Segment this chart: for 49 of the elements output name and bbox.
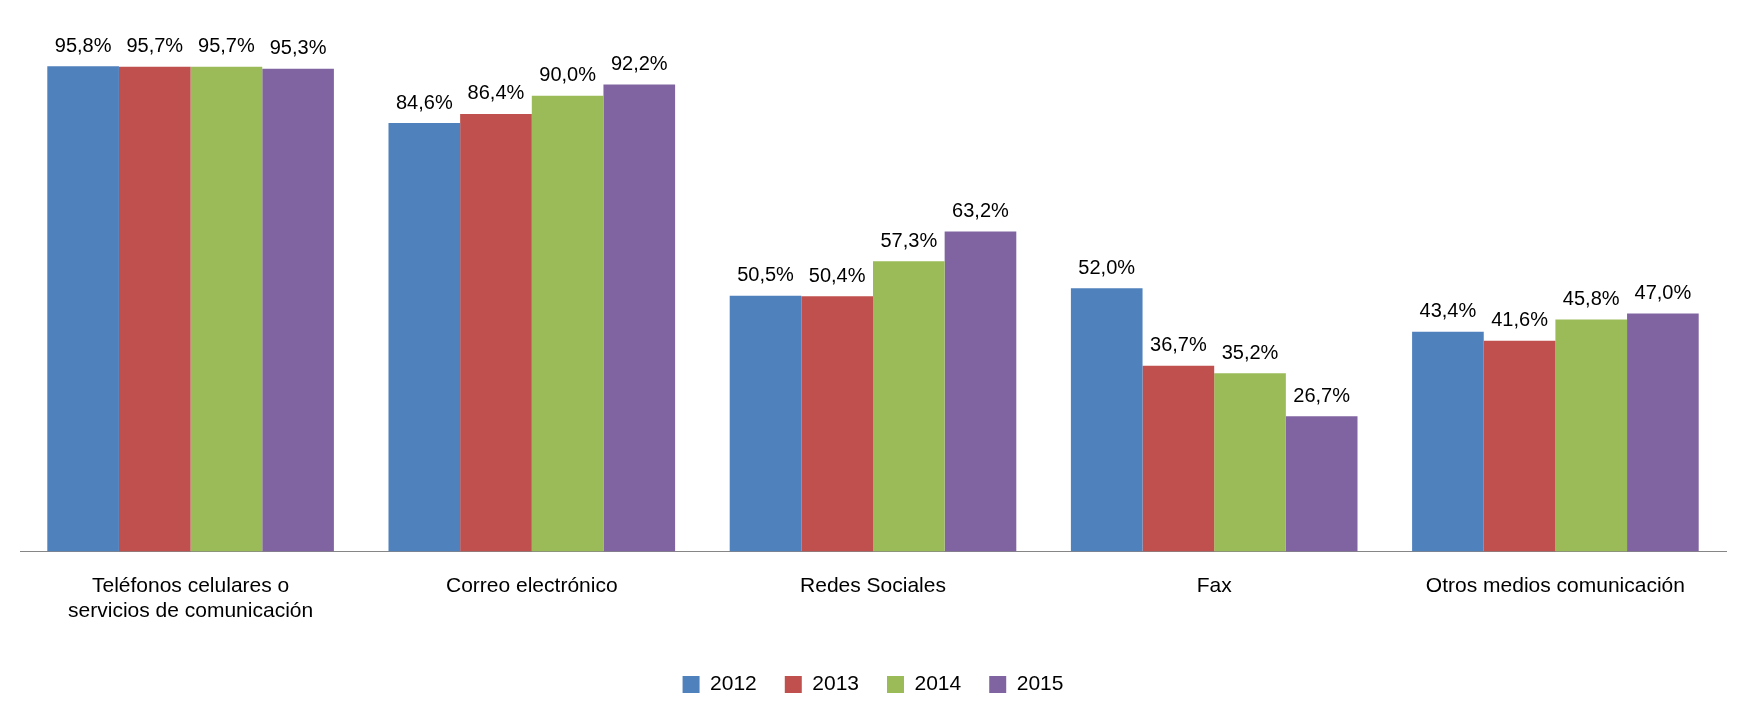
data-label: 43,4% bbox=[1419, 299, 1477, 322]
data-label: 50,5% bbox=[737, 263, 795, 286]
data-label: 84,6% bbox=[395, 90, 453, 113]
bar bbox=[1214, 373, 1286, 552]
bar bbox=[388, 123, 461, 552]
data-label: 95,7% bbox=[126, 34, 184, 57]
data-label: 90,0% bbox=[539, 63, 597, 86]
bar bbox=[1142, 365, 1215, 552]
bar bbox=[1412, 331, 1484, 552]
bar bbox=[1627, 313, 1699, 552]
x-tick-label: Redes Sociales bbox=[800, 573, 946, 596]
data-label: 26,7% bbox=[1293, 383, 1351, 406]
data-label: 35,2% bbox=[1221, 340, 1279, 363]
bar bbox=[460, 113, 532, 552]
bar bbox=[729, 295, 802, 552]
legend-label: 2012 bbox=[710, 671, 757, 695]
x-tick-label: Teléfonos celulares o servicios de comunicación bbox=[68, 573, 314, 622]
data-label: 95,7% bbox=[198, 34, 255, 57]
bar bbox=[118, 66, 191, 552]
data-label: 86,4% bbox=[467, 81, 525, 104]
legend-label: 2015 bbox=[1016, 671, 1064, 695]
bar bbox=[1285, 416, 1358, 552]
data-label: 47,0% bbox=[1634, 281, 1692, 304]
data-label: 50,4% bbox=[808, 263, 866, 286]
legend-label: 2013 bbox=[812, 671, 859, 695]
data-label: 36,7% bbox=[1150, 333, 1207, 356]
data-label: 95,8% bbox=[54, 33, 112, 56]
bar bbox=[531, 95, 604, 552]
data-label: 41,6% bbox=[1491, 308, 1549, 331]
data-label: 45,8% bbox=[1562, 287, 1620, 310]
bar bbox=[1555, 319, 1628, 552]
data-label: 63,2% bbox=[952, 198, 1010, 221]
bar bbox=[47, 66, 119, 552]
bar bbox=[1070, 288, 1143, 552]
bar bbox=[873, 261, 945, 552]
data-label: 57,3% bbox=[880, 228, 938, 251]
legend-label: 2014 bbox=[914, 671, 962, 695]
bar bbox=[603, 84, 676, 552]
bar bbox=[801, 296, 873, 552]
x-tick-label: Otros medios comunicación bbox=[1425, 573, 1685, 596]
bar bbox=[262, 68, 334, 552]
data-label: 52,0% bbox=[1078, 255, 1136, 278]
data-label: 92,2% bbox=[610, 52, 668, 75]
x-tick-label: Fax bbox=[1196, 573, 1233, 596]
bar bbox=[944, 231, 1017, 552]
bar bbox=[190, 66, 263, 552]
bar bbox=[1483, 340, 1556, 552]
x-tick-label: Correo electrónico bbox=[446, 573, 618, 596]
data-label: 95,3% bbox=[269, 36, 327, 59]
